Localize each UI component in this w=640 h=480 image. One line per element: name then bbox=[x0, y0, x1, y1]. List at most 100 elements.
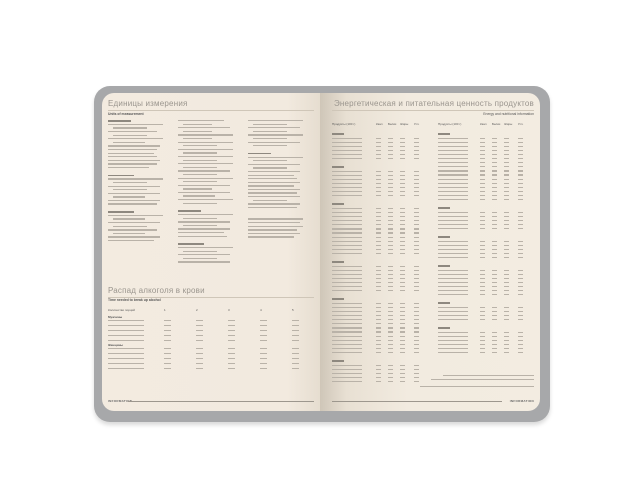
text-line bbox=[492, 211, 497, 213]
text-line bbox=[504, 294, 509, 296]
text-line bbox=[332, 273, 362, 275]
text-line bbox=[228, 348, 235, 350]
text-line bbox=[480, 281, 485, 284]
text-line bbox=[332, 228, 362, 230]
text-line bbox=[182, 130, 212, 133]
text-line bbox=[492, 331, 497, 333]
text-line bbox=[480, 166, 485, 168]
text-line bbox=[332, 141, 362, 143]
text-line bbox=[248, 156, 304, 158]
text-line bbox=[414, 232, 419, 234]
text-line bbox=[376, 191, 381, 193]
text-line bbox=[164, 320, 171, 322]
text-line bbox=[388, 224, 393, 226]
text-line bbox=[400, 335, 405, 337]
text-line bbox=[518, 211, 523, 213]
text-line bbox=[504, 281, 509, 284]
text-line bbox=[504, 315, 509, 317]
text-line bbox=[480, 182, 485, 184]
text-line bbox=[518, 199, 523, 201]
text-line bbox=[388, 211, 393, 214]
text-line bbox=[388, 265, 393, 267]
text-line bbox=[332, 269, 362, 271]
text-line bbox=[112, 127, 148, 129]
text-line bbox=[178, 134, 234, 136]
footer-rule bbox=[128, 400, 314, 402]
text-line bbox=[414, 273, 419, 275]
text-line bbox=[108, 138, 164, 140]
text-line bbox=[388, 207, 393, 210]
text-line bbox=[414, 339, 419, 341]
alcohol-header-cell: 4 bbox=[260, 308, 262, 312]
text-line bbox=[518, 162, 523, 164]
text-line bbox=[504, 153, 509, 156]
text-line bbox=[376, 306, 381, 309]
text-line bbox=[492, 244, 497, 246]
text-line bbox=[480, 252, 485, 255]
text-line bbox=[438, 273, 468, 275]
text-line bbox=[518, 277, 523, 280]
text-line bbox=[438, 223, 468, 226]
text-line bbox=[182, 224, 218, 227]
text-line bbox=[376, 207, 381, 210]
alcohol-header-cell: 5 bbox=[292, 308, 294, 312]
text-line bbox=[108, 222, 161, 224]
text-line bbox=[438, 219, 468, 222]
text-line bbox=[480, 348, 485, 350]
text-line bbox=[400, 178, 405, 181]
text-line bbox=[376, 319, 381, 321]
text-line bbox=[414, 319, 419, 321]
text-line bbox=[332, 368, 362, 370]
text-line bbox=[414, 153, 419, 156]
text-line bbox=[376, 310, 381, 313]
text-line bbox=[518, 306, 523, 309]
text-line bbox=[332, 380, 362, 383]
text-line bbox=[376, 141, 381, 143]
text-line bbox=[438, 281, 468, 284]
alcohol-header-cell: Количество порций bbox=[108, 308, 135, 312]
text-line bbox=[376, 158, 381, 160]
text-line bbox=[164, 340, 171, 342]
text-line bbox=[480, 153, 485, 156]
text-line bbox=[112, 196, 145, 198]
text-line bbox=[400, 372, 405, 374]
text-line bbox=[480, 223, 485, 226]
text-line bbox=[332, 343, 362, 345]
text-line bbox=[492, 194, 497, 197]
text-line bbox=[414, 306, 419, 309]
text-line bbox=[414, 207, 419, 210]
text-line bbox=[414, 211, 419, 214]
text-line bbox=[112, 232, 145, 235]
alcohol-header-cell: 1 bbox=[164, 308, 166, 312]
text-line bbox=[518, 339, 523, 342]
text-line bbox=[414, 178, 419, 181]
text-line bbox=[108, 120, 132, 122]
text-line bbox=[518, 215, 523, 217]
text-line bbox=[332, 302, 362, 304]
text-line bbox=[376, 315, 381, 317]
text-line bbox=[178, 170, 231, 172]
text-line bbox=[480, 277, 485, 280]
alcohol-title: Распад алкоголя в крови bbox=[108, 286, 205, 295]
text-line bbox=[196, 325, 203, 327]
alcohol-header-cell: 3 bbox=[228, 308, 230, 312]
text-line bbox=[248, 163, 301, 166]
text-line bbox=[504, 352, 509, 354]
text-line bbox=[504, 277, 509, 280]
text-line bbox=[196, 330, 203, 332]
text-line bbox=[252, 167, 288, 169]
text-line bbox=[388, 302, 393, 304]
text-line bbox=[504, 335, 509, 338]
text-line bbox=[248, 229, 298, 231]
text-line bbox=[492, 277, 497, 280]
text-line bbox=[248, 196, 301, 198]
text-line bbox=[480, 145, 485, 147]
text-line bbox=[178, 232, 225, 234]
text-line bbox=[480, 149, 485, 152]
text-line bbox=[178, 243, 205, 245]
text-line bbox=[400, 228, 405, 230]
text-line bbox=[376, 343, 381, 345]
section-heading bbox=[332, 261, 344, 263]
text-line bbox=[518, 174, 523, 176]
text-line bbox=[504, 248, 509, 251]
